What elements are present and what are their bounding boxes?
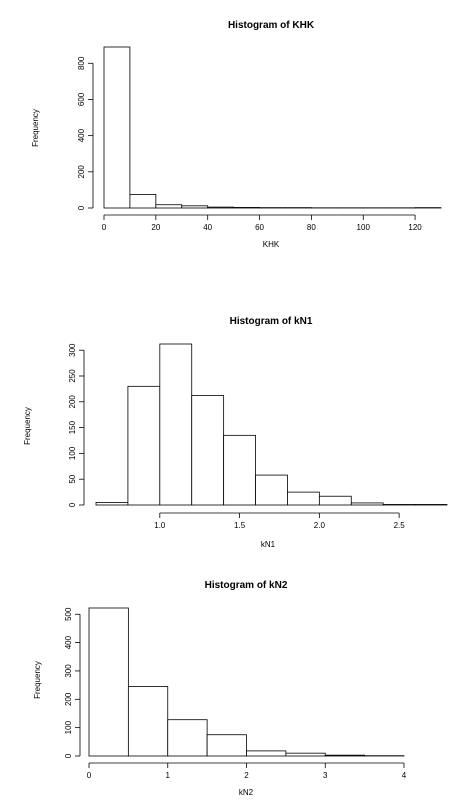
histogram-bar [159, 343, 193, 506]
x-tick-label: 120 [408, 223, 422, 232]
histogram-bar [103, 46, 131, 209]
y-axis: 0 200 400 600 800 [77, 56, 94, 210]
y-tick-label: 250 [68, 369, 77, 383]
histogram-bar [318, 495, 352, 506]
y-tick-label: 50 [68, 474, 77, 483]
histogram-bar [191, 395, 225, 506]
x-axis: 0 20 40 60 80 100 120 [102, 214, 422, 232]
y-tick-label: 200 [64, 692, 73, 706]
histogram-bar [181, 205, 209, 209]
y-tick-label: 0 [64, 753, 73, 758]
y-tick-label: 0 [68, 502, 77, 507]
histogram-bar [285, 752, 326, 757]
x-axis: 1.0 1.5 2.0 2.5 [154, 512, 406, 530]
chart-title: Histogram of kN2 [205, 580, 288, 591]
x-tick-label: 1.0 [154, 521, 166, 530]
y-tick-label: 400 [77, 128, 86, 142]
panel-khk: Histogram of KHK KHK Frequency 0 20 40 60 80… [31, 20, 442, 249]
y-tick-label: 100 [64, 720, 73, 734]
x-tick-label: 3 [323, 771, 328, 780]
x-tick-label: 80 [307, 223, 316, 232]
y-tick-label: 200 [77, 165, 86, 179]
x-axis-label: KHK [263, 240, 280, 249]
histogram-bar [414, 504, 448, 506]
histogram-bar [155, 204, 183, 209]
chart-title: Histogram of kN1 [230, 316, 313, 327]
y-axis-label: Frequency [23, 407, 32, 445]
x-tick-label: 1.5 [234, 521, 246, 530]
x-tick-label: 100 [357, 223, 371, 232]
y-tick-label: 100 [68, 446, 77, 460]
histogram-bar [246, 750, 287, 757]
x-tick-label: 0 [102, 223, 107, 232]
panel-kn1: Histogram of kN1 kN1 Frequency 1.0 1.5 2.0… [23, 316, 448, 549]
y-axis: 0 100 200 300 400 500 [64, 607, 81, 758]
x-axis-label: kN2 [239, 788, 254, 797]
y-tick-label: 400 [64, 635, 73, 649]
y-tick-label: 300 [64, 664, 73, 678]
histogram-bar [223, 434, 256, 506]
x-tick-label: 20 [151, 223, 160, 232]
histogram-bar [95, 502, 129, 506]
x-tick-label: 2.0 [314, 521, 326, 530]
x-axis: 0 1 2 3 4 [87, 762, 407, 780]
y-tick-label: 150 [68, 420, 77, 434]
x-axis-label: kN1 [261, 540, 276, 549]
y-axis: 0 50 100 150 200 250 300 [68, 343, 85, 507]
bars [95, 343, 448, 506]
histogram-bar [127, 385, 161, 506]
y-axis-label: Frequency [31, 109, 40, 147]
bars [88, 607, 405, 757]
histogram-bar [207, 206, 235, 209]
y-axis-label: Frequency [33, 661, 42, 699]
histogram-bar [233, 207, 260, 209]
x-tick-label: 2 [244, 771, 249, 780]
y-tick-label: 200 [68, 395, 77, 409]
chart-title: Histogram of KHK [228, 20, 315, 31]
x-tick-label: 4 [402, 771, 407, 780]
y-tick-label: 800 [77, 56, 86, 70]
bars [103, 46, 442, 209]
histogram-bar [382, 504, 416, 506]
histogram-bar [287, 491, 320, 506]
y-tick-label: 0 [77, 205, 86, 210]
y-tick-label: 500 [64, 607, 73, 621]
histogram-bar [127, 686, 169, 757]
x-tick-label: 60 [255, 223, 264, 232]
histogram-bar [350, 502, 384, 506]
x-tick-label: 1 [166, 771, 171, 780]
x-tick-label: 40 [203, 223, 212, 232]
y-tick-label: 300 [68, 343, 77, 357]
histogram-bar [167, 719, 208, 757]
x-tick-label: 2.5 [394, 521, 406, 530]
histogram-bar [129, 194, 157, 209]
panel-kn2: Histogram of kN2 kN2 Frequency 0 1 2 3 4 0 10… [33, 580, 407, 797]
histogram-bar [324, 754, 366, 757]
histogram-bar [206, 734, 247, 757]
histogram-bar [255, 474, 288, 506]
y-tick-label: 600 [77, 92, 86, 106]
histogram-bar [88, 607, 129, 757]
x-tick-label: 0 [87, 771, 92, 780]
